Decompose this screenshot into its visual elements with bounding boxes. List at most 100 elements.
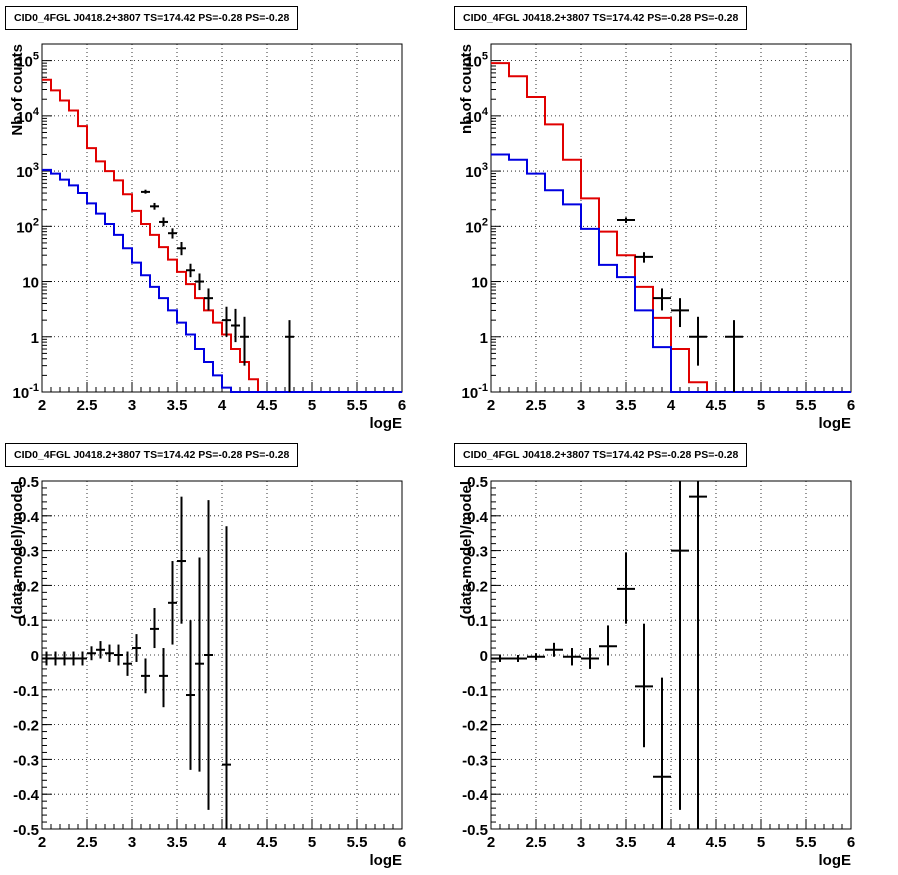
y-axis-label: (data-model)/model	[458, 481, 475, 619]
x-tick-label: 4.5	[257, 397, 278, 414]
x-tick-label: 5	[757, 834, 765, 851]
x-tick-label: 2	[487, 397, 495, 414]
y-tick-label: -0.2	[462, 718, 488, 735]
data-point	[105, 644, 114, 662]
y-tick-label: -0.4	[13, 787, 40, 804]
y-tick-label: 1	[480, 330, 488, 347]
x-tick-label: 2.5	[77, 834, 98, 851]
chart-title: CID0_4FGL J0418.2+3807 TS=174.42 PS=-0.2…	[5, 443, 299, 467]
y-tick-label: 103	[16, 161, 39, 181]
data-point	[617, 217, 635, 223]
y-tick-label: 10-1	[13, 382, 39, 402]
series-line	[42, 168, 402, 393]
x-axis-label: logE	[370, 415, 403, 432]
y-tick-label: 0.1	[467, 613, 488, 630]
data-point	[671, 298, 689, 328]
data-point	[725, 320, 743, 392]
data-point	[132, 634, 141, 662]
data-point	[527, 653, 545, 661]
y-tick-label: 10	[471, 275, 488, 292]
y-tick-label: 102	[465, 216, 488, 236]
data-point	[689, 481, 707, 829]
y-tick-label: 0	[31, 648, 39, 665]
data-point	[150, 608, 159, 649]
series-line	[491, 153, 851, 393]
y-tick-label: 102	[16, 216, 39, 236]
x-tick-label: 2	[38, 834, 46, 851]
data-point	[141, 189, 150, 194]
x-tick-label: 5	[308, 834, 316, 851]
data-point	[204, 500, 213, 810]
y-tick-label: -0.3	[13, 752, 39, 769]
x-tick-label: 2	[38, 397, 46, 414]
x-tick-label: 3.5	[167, 397, 188, 414]
x-tick-label: 6	[398, 397, 406, 414]
y-tick-label: -0.5	[13, 822, 39, 839]
y-axis-label: (data-model)/model	[9, 481, 26, 619]
y-tick-label: 0.4	[467, 509, 489, 526]
x-tick-label: 4	[667, 834, 676, 851]
data-point	[177, 241, 186, 256]
x-tick-label: 2.5	[526, 397, 547, 414]
x-tick-label: 4.5	[706, 397, 727, 414]
data-point	[141, 658, 150, 694]
y-tick-label: 0.3	[467, 544, 488, 561]
x-axis-label: logE	[819, 415, 852, 432]
data-point	[168, 561, 177, 645]
x-tick-label: 4	[667, 397, 676, 414]
data-point	[635, 252, 653, 263]
x-tick-label: 5.5	[796, 397, 817, 414]
data-point	[491, 655, 509, 662]
data-point	[581, 648, 599, 669]
y-axis-label: Nb of counts	[9, 44, 26, 136]
data-point	[653, 677, 671, 829]
data-point	[96, 641, 105, 659]
x-tick-label: 5	[757, 397, 765, 414]
x-axis-label: logE	[370, 852, 403, 869]
data-point	[222, 526, 231, 829]
x-tick-label: 5.5	[347, 397, 368, 414]
y-tick-label: 10-1	[462, 382, 488, 402]
x-tick-label: 2.5	[77, 397, 98, 414]
data-point	[78, 651, 87, 666]
data-point	[51, 651, 60, 666]
y-tick-label: 0.2	[18, 578, 39, 595]
y-tick-label: 0.3	[18, 544, 39, 561]
x-tick-label: 5.5	[347, 834, 368, 851]
data-point	[195, 273, 204, 291]
y-tick-label: 0.1	[18, 613, 39, 630]
y-tick-label: -0.2	[13, 718, 39, 735]
x-tick-label: 2	[487, 834, 495, 851]
x-tick-label: 3	[577, 397, 585, 414]
data-point	[168, 228, 177, 239]
y-axis-label: nb of counts	[458, 44, 475, 134]
y-tick-label: -0.5	[462, 822, 488, 839]
chart-title: CID0_4FGL J0418.2+3807 TS=174.42 PS=-0.2…	[454, 443, 748, 467]
data-point	[159, 217, 168, 227]
data-point	[285, 320, 294, 392]
y-tick-label: 104	[465, 106, 489, 126]
x-tick-label: 4	[218, 834, 227, 851]
x-tick-label: 4.5	[257, 834, 278, 851]
x-tick-label: 6	[847, 834, 855, 851]
data-point	[195, 557, 204, 772]
x-tick-label: 3.5	[616, 397, 637, 414]
y-tick-label: 0.5	[467, 474, 488, 491]
y-tick-label: -0.4	[462, 787, 489, 804]
data-point	[186, 620, 195, 770]
data-point	[545, 642, 563, 657]
y-tick-label: 104	[16, 106, 40, 126]
data-point	[240, 316, 249, 366]
x-tick-label: 3	[577, 834, 585, 851]
y-tick-label: 10	[22, 275, 39, 292]
data-point	[599, 625, 617, 666]
x-tick-label: 3	[128, 834, 136, 851]
data-point	[186, 263, 195, 278]
x-tick-label: 5.5	[796, 834, 817, 851]
x-tick-label: 6	[847, 397, 855, 414]
panel-top-left: 2 2.5 3 3.5 4 4.5 5 5.5 6 logE 10-1 1 10 102 103 104 105…	[0, 0, 449, 437]
